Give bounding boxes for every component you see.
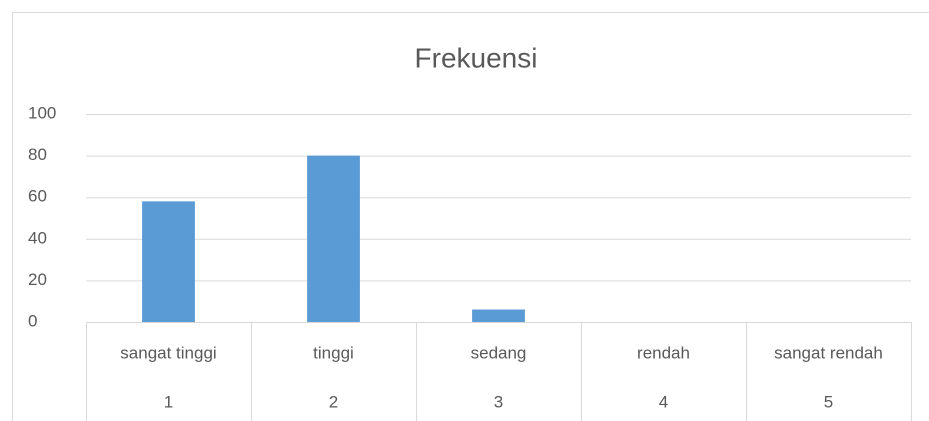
y-tick-label: 0	[28, 311, 37, 330]
x-tick-label: sangat tinggi	[120, 343, 216, 362]
x-tick-code: 4	[659, 392, 668, 411]
x-tick-label: sangat rendah	[774, 343, 883, 362]
x-tick-label: rendah	[637, 343, 690, 362]
bar	[307, 155, 360, 322]
x-tick-label: sedang	[471, 343, 527, 362]
bar	[142, 201, 195, 322]
y-tick-label: 80	[28, 145, 47, 164]
chart-title: Frekuensi	[415, 42, 538, 73]
y-tick-label: 100	[28, 103, 56, 122]
x-tick-code: 3	[494, 392, 503, 411]
y-tick-label: 60	[28, 187, 47, 206]
x-tick-code: 5	[824, 392, 833, 411]
x-tick-code: 1	[164, 392, 173, 411]
x-tick-label: tinggi	[313, 343, 354, 362]
bar	[472, 309, 525, 322]
y-tick-label: 40	[28, 228, 47, 247]
x-tick-code: 2	[329, 392, 338, 411]
y-tick-label: 20	[28, 270, 47, 289]
